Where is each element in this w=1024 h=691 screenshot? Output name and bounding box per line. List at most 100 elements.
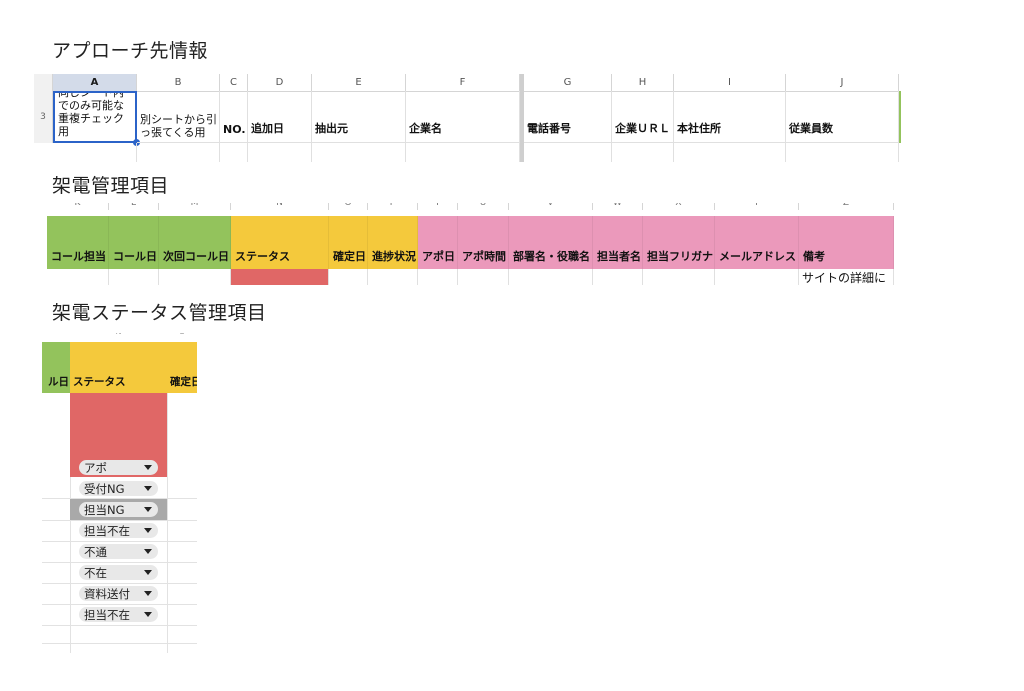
- status-option-absent[interactable]: 不在: [79, 565, 158, 580]
- status-option-no-answer[interactable]: 不通: [79, 544, 158, 559]
- status-option-material-sent[interactable]: 資料送付: [79, 586, 158, 601]
- empty-cell[interactable]: [248, 143, 312, 162]
- column-header-z[interactable]: Z: [799, 203, 894, 210]
- status-option-reception-ng[interactable]: 受付NG: [79, 481, 158, 496]
- header-call-date-partial[interactable]: ル日: [42, 342, 70, 393]
- column-header-k[interactable]: K: [47, 203, 109, 210]
- column-header-m[interactable]: M: [159, 203, 231, 210]
- header-progress[interactable]: 進捗状況: [368, 216, 418, 269]
- empty-cell[interactable]: [368, 269, 418, 285]
- column-header-b[interactable]: B: [137, 74, 220, 91]
- column-header-p[interactable]: P: [368, 203, 418, 210]
- dropdown-arrow-icon[interactable]: [144, 591, 152, 596]
- header-call-owner[interactable]: コール担当: [47, 216, 109, 269]
- column-header-y[interactable]: Y: [715, 203, 799, 210]
- cell-h3-url[interactable]: 企業ＵＲＬ: [612, 91, 674, 143]
- header-status[interactable]: ステータス: [231, 216, 329, 269]
- header-contact-furigana[interactable]: 担当フリガナ: [643, 216, 715, 269]
- empty-cell[interactable]: [53, 143, 137, 162]
- empty-cell[interactable]: [674, 143, 786, 162]
- row-number[interactable]: 3: [34, 91, 53, 143]
- status-option-contact-absent[interactable]: 担当不在: [79, 523, 158, 538]
- cell-b3-other-sheet[interactable]: 別シートから引っ張てくる用: [137, 91, 220, 143]
- dropdown-arrow-icon[interactable]: [144, 486, 152, 491]
- status-option-contact-absent-2[interactable]: 担当不在: [79, 607, 158, 622]
- dropdown-arrow-icon[interactable]: [144, 612, 152, 617]
- column-header-d[interactable]: D: [248, 74, 312, 91]
- cell-f3-company[interactable]: 企業名: [406, 91, 520, 143]
- call-management-sheet: K L M N O P T U V W X Y Z コール担当 コール日 次回コ…: [47, 203, 894, 285]
- empty-cell[interactable]: [137, 143, 220, 162]
- dropdown-arrow-icon[interactable]: [144, 570, 152, 575]
- empty-cell[interactable]: [612, 143, 674, 162]
- dropdown-arrow-icon[interactable]: [144, 549, 152, 554]
- empty-cell[interactable]: [47, 269, 109, 285]
- cell-e3-source[interactable]: 抽出元: [312, 91, 406, 143]
- column-header-j[interactable]: J: [786, 74, 899, 91]
- column-header-n[interactable]: N: [231, 203, 329, 210]
- cell-c3-no[interactable]: NO.: [220, 91, 248, 143]
- empty-cell[interactable]: [593, 269, 643, 285]
- cell-a3-duplicate-check[interactable]: 同じシート内でのみ可能な重複チェック用: [53, 91, 137, 143]
- frozen-column-divider[interactable]: [520, 74, 524, 162]
- column-header-e[interactable]: E: [312, 74, 406, 91]
- empty-cell[interactable]: [509, 269, 593, 285]
- empty-cell[interactable]: [312, 143, 406, 162]
- chip-label: 資料送付: [84, 586, 130, 601]
- column-header-g[interactable]: G: [524, 74, 612, 91]
- empty-cell[interactable]: [406, 143, 520, 162]
- column-header-l[interactable]: L: [109, 203, 159, 210]
- header-appointment-date[interactable]: アポ日: [418, 216, 458, 269]
- cell-j3-employees[interactable]: 従業員数: [786, 91, 899, 143]
- dropdown-arrow-icon[interactable]: [144, 528, 152, 533]
- empty-cell[interactable]: [524, 143, 612, 162]
- header-next-call-date[interactable]: 次回コール日: [159, 216, 231, 269]
- column-header-x[interactable]: X: [643, 203, 715, 210]
- column-header-o[interactable]: O: [167, 333, 197, 336]
- column-header-v[interactable]: V: [509, 203, 593, 210]
- column-header-i[interactable]: I: [674, 74, 786, 91]
- column-header-o[interactable]: O: [329, 203, 368, 210]
- grid-line: [42, 541, 197, 542]
- status-cell-red[interactable]: [231, 269, 329, 285]
- column-header-a[interactable]: A: [53, 74, 137, 91]
- empty-cell[interactable]: [643, 269, 715, 285]
- empty-cell[interactable]: [715, 269, 799, 285]
- approach-sheet: A B C D E F G H I J 3 同じシート内でのみ可能な重複チェック…: [34, 74, 901, 162]
- empty-cell[interactable]: [418, 269, 458, 285]
- fill-handle[interactable]: [133, 139, 140, 146]
- grid-line: [42, 562, 197, 563]
- green-edge-cell: [899, 91, 901, 143]
- header-call-date[interactable]: コール日: [109, 216, 159, 269]
- header-status[interactable]: ステータス: [70, 342, 167, 393]
- empty-cell[interactable]: [220, 143, 248, 162]
- column-header-f[interactable]: F: [406, 74, 520, 91]
- dropdown-arrow-icon[interactable]: [144, 507, 152, 512]
- column-header-n[interactable]: N: [70, 333, 167, 336]
- notes-cell[interactable]: サイトの詳細に: [799, 269, 894, 285]
- corner-cell[interactable]: [34, 74, 53, 91]
- column-header-h[interactable]: H: [612, 74, 674, 91]
- header-confirmed-date-partial[interactable]: 確定日: [167, 342, 197, 393]
- header-appointment-time[interactable]: アポ時間: [458, 216, 509, 269]
- dropdown-arrow-icon[interactable]: [144, 465, 152, 470]
- empty-cell[interactable]: [109, 269, 159, 285]
- status-option-contact-ng[interactable]: 担当NG: [79, 502, 158, 517]
- column-header-t[interactable]: T: [418, 203, 458, 210]
- cell-i3-address[interactable]: 本社住所: [674, 91, 786, 143]
- empty-cell[interactable]: [159, 269, 231, 285]
- empty-cell[interactable]: [329, 269, 368, 285]
- column-header-w[interactable]: W: [593, 203, 643, 210]
- status-option-appointment[interactable]: アポ: [79, 460, 158, 475]
- header-department-title[interactable]: 部署名・役職名: [509, 216, 593, 269]
- header-contact-name[interactable]: 担当者名: [593, 216, 643, 269]
- cell-g3-phone[interactable]: 電話番号: [524, 91, 612, 143]
- header-email[interactable]: メールアドレス: [715, 216, 799, 269]
- empty-cell[interactable]: [458, 269, 509, 285]
- header-confirmed-date[interactable]: 確定日: [329, 216, 368, 269]
- cell-d3-added-date[interactable]: 追加日: [248, 91, 312, 143]
- empty-cell[interactable]: [786, 143, 899, 162]
- header-notes[interactable]: 備考: [799, 216, 894, 269]
- column-header-u[interactable]: U: [458, 203, 509, 210]
- column-header-c[interactable]: C: [220, 74, 248, 91]
